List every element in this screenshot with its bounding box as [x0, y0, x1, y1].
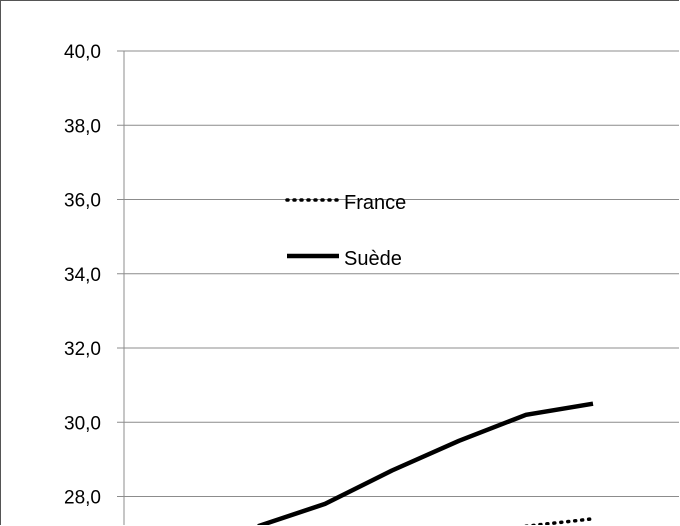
y-tick-label: 32,0: [64, 339, 101, 360]
gridlines: [124, 50, 679, 497]
legend: France Suède: [285, 192, 406, 270]
y-tick-label: 28,0: [64, 488, 101, 509]
y-tick-label: 34,0: [64, 265, 101, 286]
y-axis: [117, 50, 125, 525]
y-tick-label: 40,0: [64, 42, 101, 63]
y-tick-labels: 28,0 30,0 32,0 34,0 36,0 38,0 40,0: [64, 42, 101, 509]
series-line-france: [524, 517, 595, 525]
legend-label-france: France: [344, 192, 406, 214]
y-tick-label: 30,0: [64, 413, 101, 434]
legend-label-suède: Suède: [344, 248, 402, 270]
series-lines: [257, 401, 595, 525]
series-line-suède: [257, 401, 594, 525]
y-tick-label: 38,0: [64, 116, 101, 137]
y-tick-label: 36,0: [64, 191, 101, 212]
